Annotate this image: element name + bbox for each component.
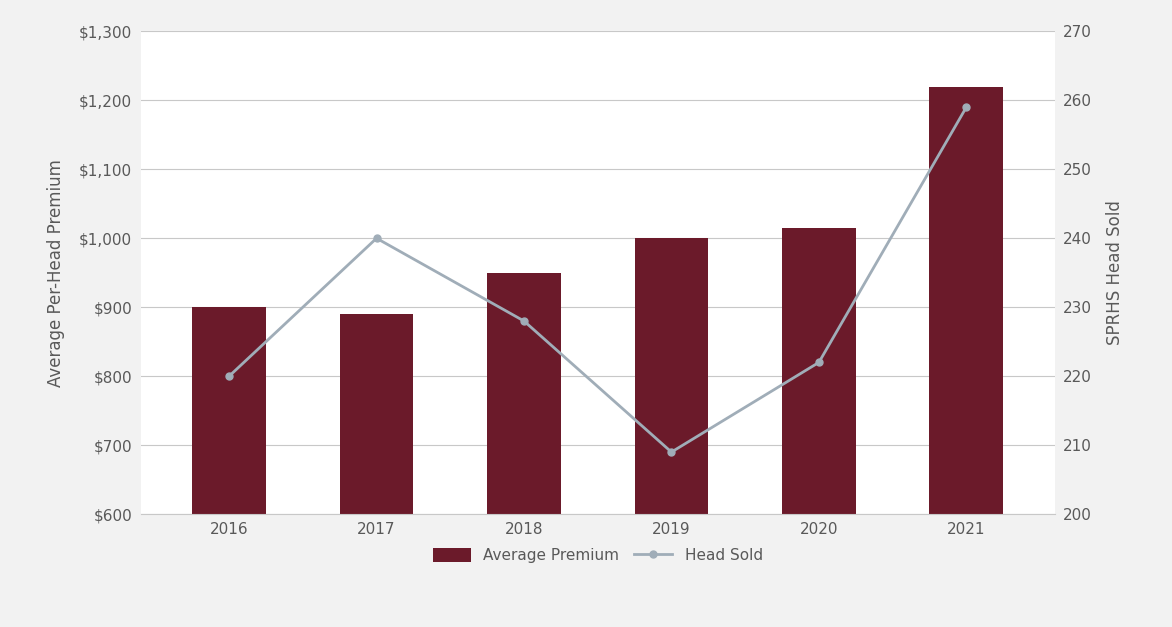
Bar [782, 228, 856, 627]
Y-axis label: Average Per-Head Premium: Average Per-Head Premium [47, 159, 66, 387]
Bar [634, 238, 708, 627]
Y-axis label: SPRHS Head Sold: SPRHS Head Sold [1106, 200, 1124, 345]
Head Sold [812, 359, 826, 366]
Bar [488, 273, 561, 627]
Head Sold [517, 317, 531, 325]
Head Sold [960, 103, 974, 111]
Line: Head Sold: Head Sold [226, 103, 969, 456]
Bar [929, 87, 1003, 627]
Bar [340, 314, 414, 627]
Head Sold [369, 234, 383, 242]
Head Sold [665, 448, 679, 456]
Bar [192, 307, 266, 627]
Head Sold [222, 372, 236, 380]
Legend: Average Premium, Head Sold: Average Premium, Head Sold [427, 542, 769, 569]
